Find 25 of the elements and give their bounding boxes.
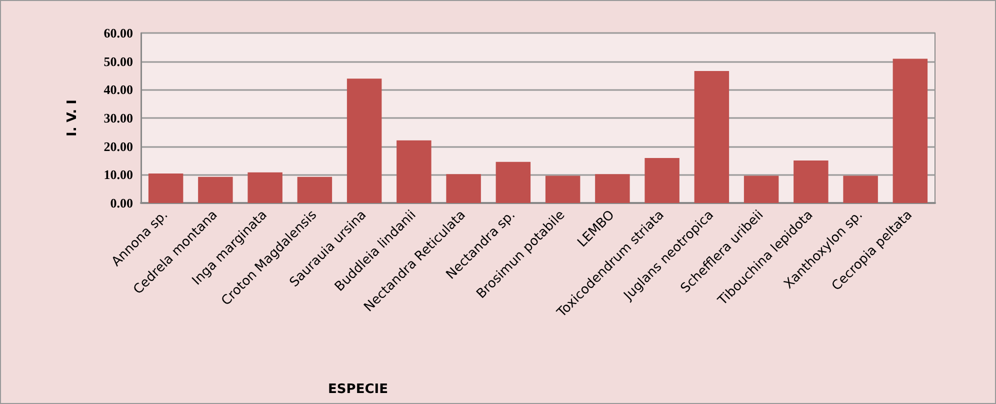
x-axis-title: ESPECIE bbox=[328, 382, 388, 397]
y-tick-label: 50.00 bbox=[104, 54, 133, 69]
y-tick-label: 60.00 bbox=[104, 26, 133, 40]
bar bbox=[496, 162, 531, 203]
bar bbox=[198, 176, 233, 203]
bar bbox=[892, 58, 928, 203]
bar bbox=[794, 160, 828, 203]
bar bbox=[843, 176, 878, 203]
y-tick-label: 10.00 bbox=[104, 167, 133, 182]
bar bbox=[744, 176, 779, 203]
y-tick-label: 40.00 bbox=[104, 82, 133, 98]
bar bbox=[248, 172, 282, 203]
bar bbox=[644, 158, 680, 203]
bar bbox=[595, 174, 630, 203]
bar bbox=[346, 78, 382, 203]
y-tick-label: 0.00 bbox=[110, 196, 133, 210]
bar bbox=[694, 70, 730, 203]
y-tick-label: 30.00 bbox=[104, 110, 133, 126]
y-tick-label: 20.00 bbox=[104, 138, 133, 154]
bar bbox=[297, 176, 332, 203]
bar bbox=[545, 176, 580, 203]
bar bbox=[148, 174, 184, 203]
y-axis-title: I. V. I bbox=[65, 100, 80, 136]
bar bbox=[446, 174, 481, 203]
bar bbox=[396, 140, 432, 203]
